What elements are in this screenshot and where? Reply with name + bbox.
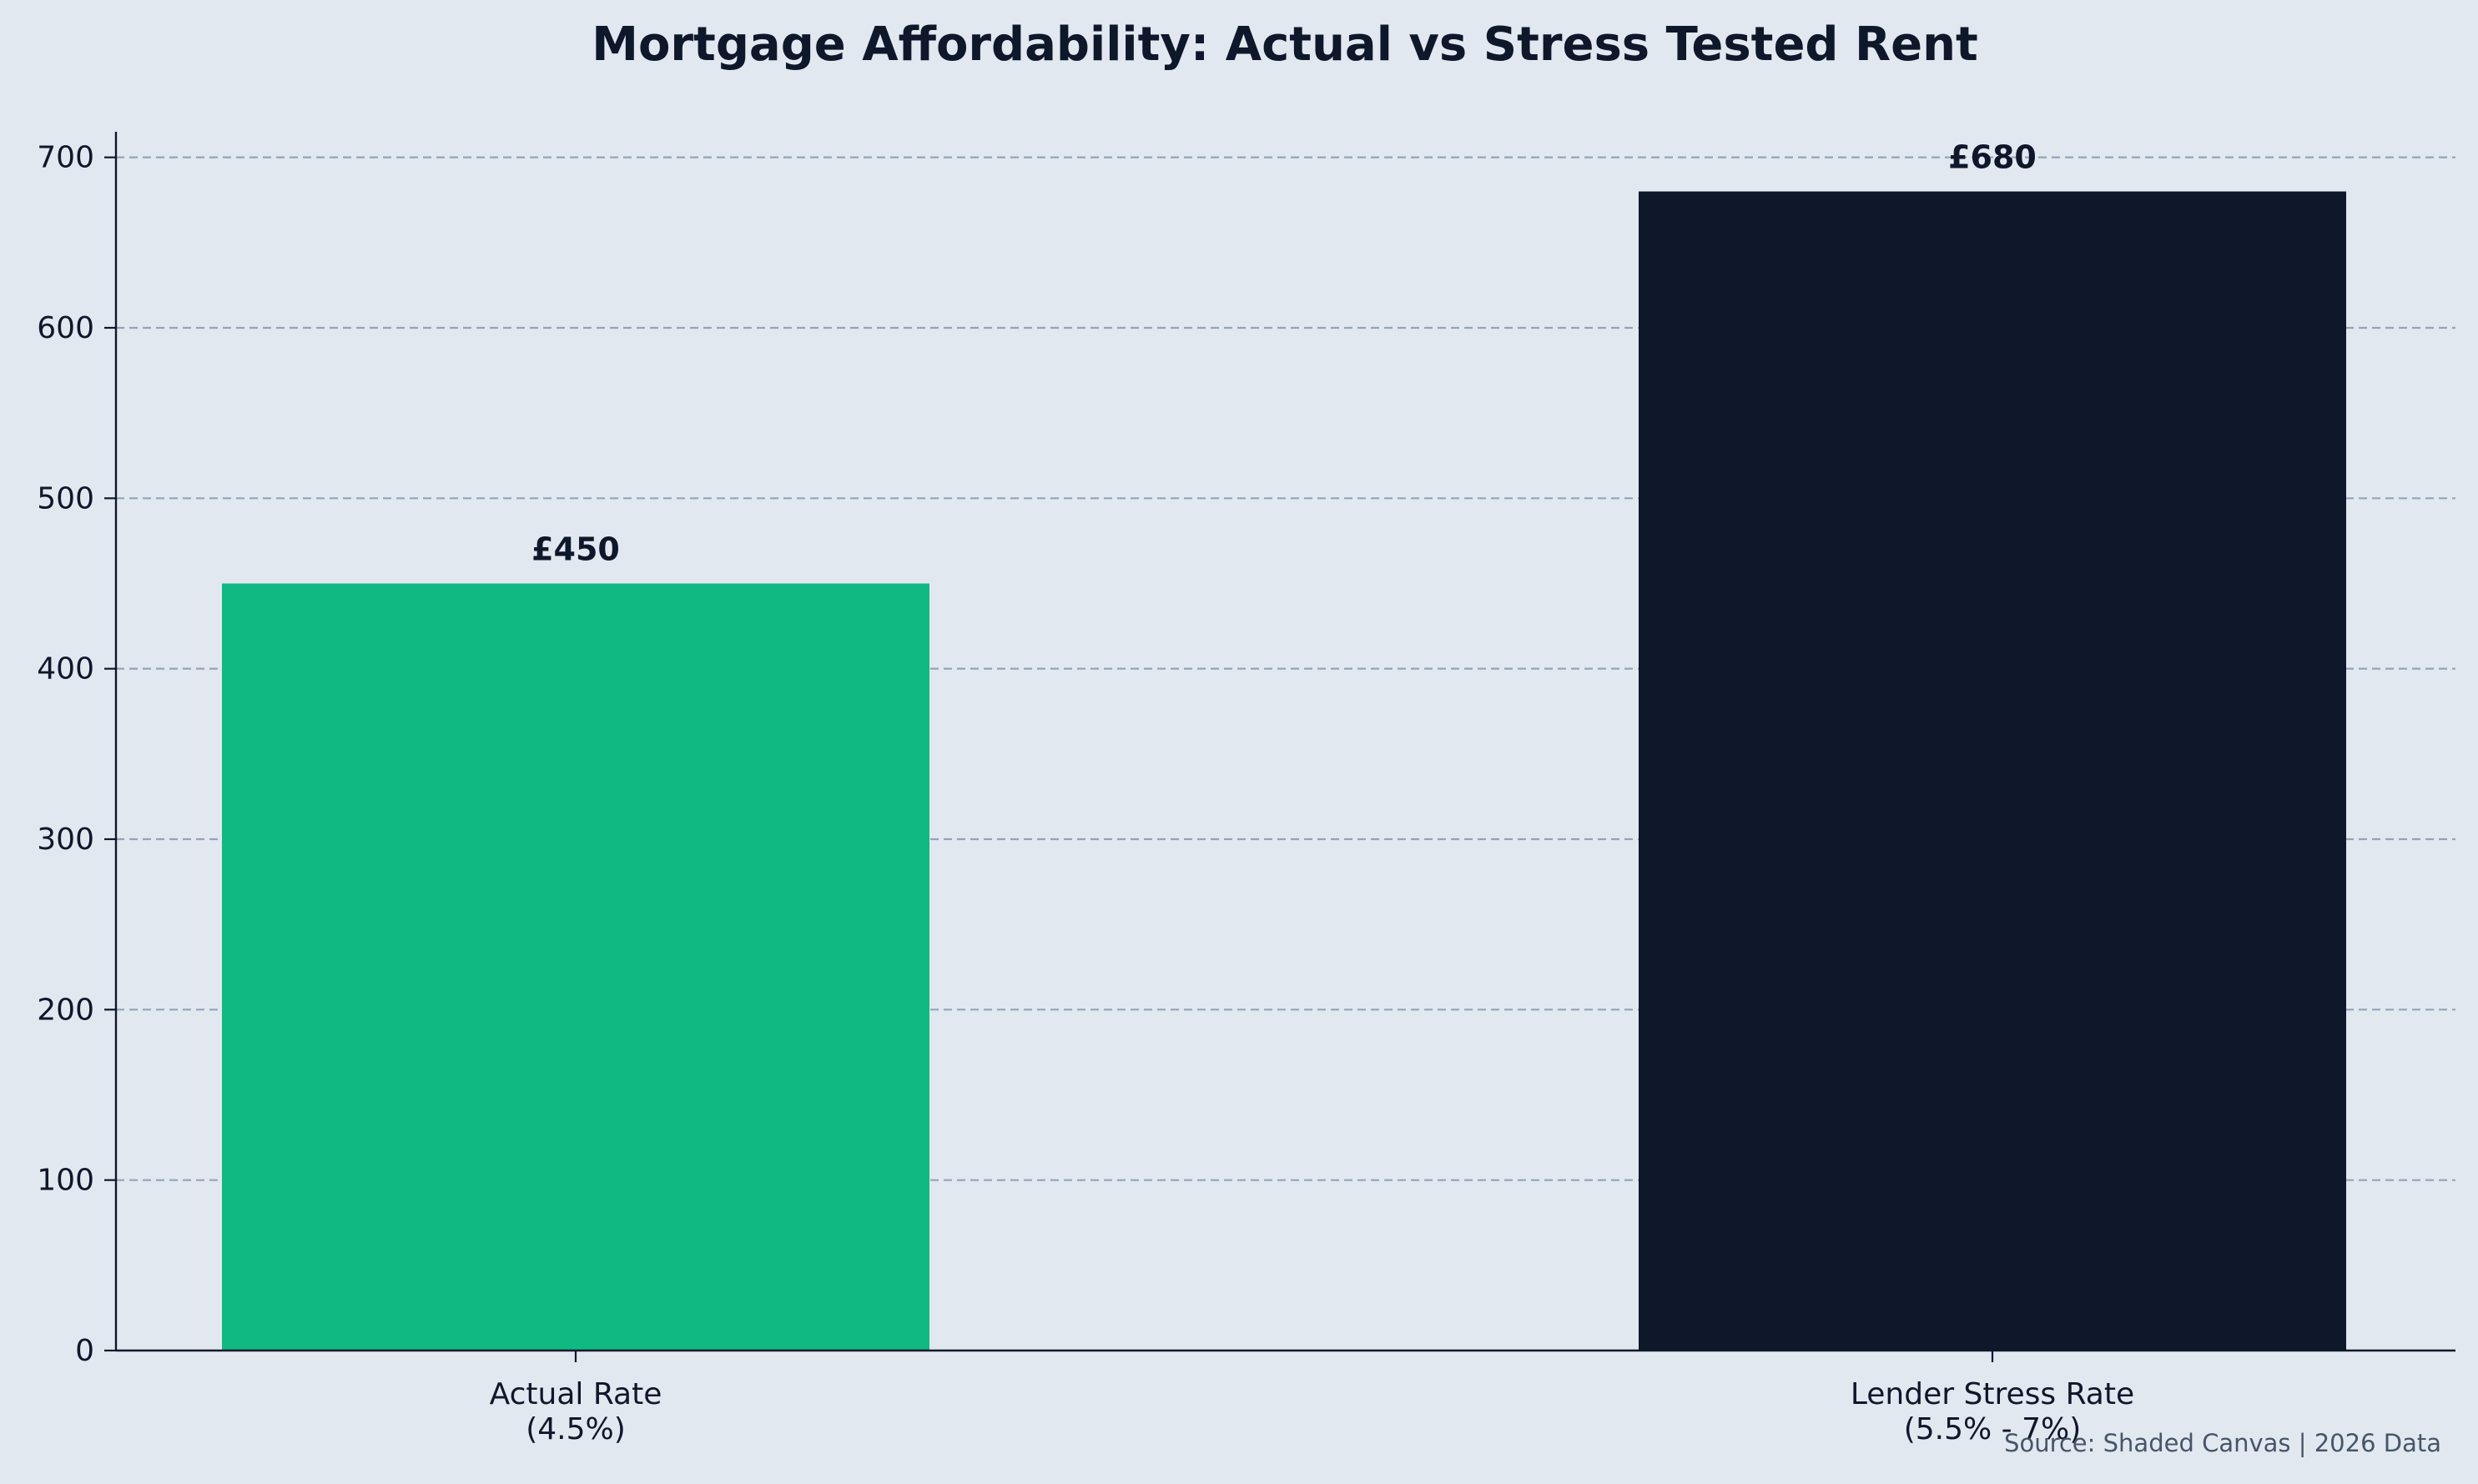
bar-value-label: £450 bbox=[531, 531, 620, 567]
bar bbox=[1639, 191, 2346, 1351]
y-tick-label: 400 bbox=[37, 652, 94, 687]
axes bbox=[104, 132, 2455, 1362]
y-tick-label: 200 bbox=[37, 993, 94, 1027]
y-tick-label: 600 bbox=[37, 311, 94, 345]
y-tick-label: 0 bbox=[75, 1334, 94, 1368]
bar-value-label: £680 bbox=[1948, 139, 2037, 176]
x-tick-label: Actual Rate bbox=[490, 1377, 662, 1411]
y-tick-label: 700 bbox=[37, 141, 94, 175]
x-tick-label: (4.5%) bbox=[526, 1412, 626, 1446]
bar bbox=[222, 583, 929, 1351]
bars bbox=[222, 191, 2346, 1351]
y-tick-label: 100 bbox=[37, 1164, 94, 1198]
x-tick-label: Lender Stress Rate bbox=[1851, 1377, 2134, 1411]
chart-title: Mortgage Affordability: Actual vs Stress… bbox=[592, 18, 1978, 72]
y-tick-label: 300 bbox=[37, 822, 94, 857]
source-note: Source: Shaded Canvas | 2026 Data bbox=[2004, 1429, 2441, 1457]
x-tick-label: (5.5% - 7%) bbox=[1904, 1412, 2082, 1446]
labels: 0 100 200 300 400 500 600 700 £450 Actual Rate(4.… bbox=[37, 139, 2134, 1446]
y-tick-label: 500 bbox=[37, 481, 94, 516]
